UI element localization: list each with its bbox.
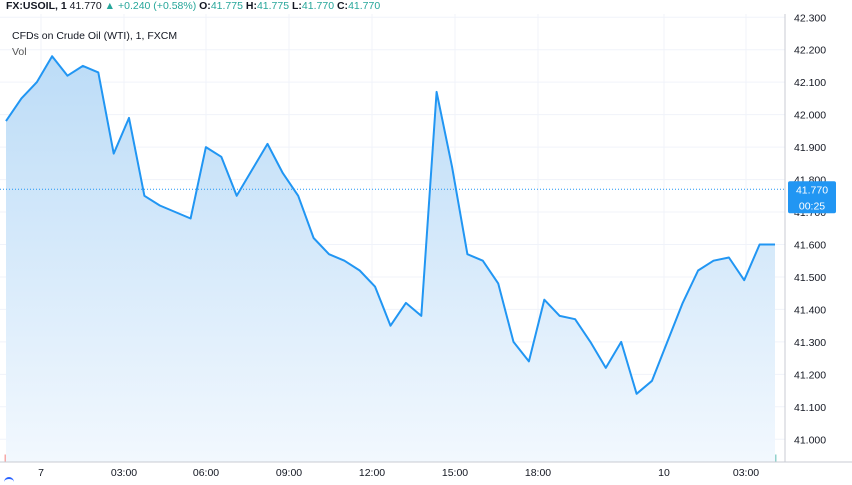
price-tick-label: 41.500	[794, 272, 826, 284]
price-chart[interactable]: 42.30042.20042.10042.00041.90041.80041.7…	[0, 14, 852, 477]
price-tick-label: 41.200	[794, 369, 826, 381]
time-tick-label: 09:00	[276, 467, 302, 477]
chart-legend-title: CFDs on Crude Oil (WTI), 1, FXCM	[12, 30, 178, 42]
price-line	[5, 55, 775, 395]
last-price: 41.770	[69, 0, 102, 12]
price-tick-label: 42.300	[794, 14, 826, 24]
price-tick-label: 42.100	[794, 77, 826, 89]
up-arrow-icon: ▲	[104, 0, 116, 12]
price-tick-label: 41.000	[794, 434, 826, 446]
time-tick-label: 06:00	[193, 467, 219, 477]
price-tick-label: 41.900	[794, 142, 826, 154]
price-axis[interactable]: 42.30042.20042.10042.00041.90041.80041.7…	[794, 14, 826, 446]
price-tick-label: 41.300	[794, 337, 826, 349]
price-tick-label: 41.100	[794, 402, 826, 414]
close-value: 41.770	[348, 0, 381, 12]
time-tick-label: 15:00	[442, 467, 468, 477]
close-label: C:	[336, 0, 349, 12]
symbol-name: FX:USOIL, 1	[6, 0, 67, 12]
time-tick-label: 10	[658, 467, 670, 477]
price-tick-label: 41.400	[794, 304, 826, 316]
time-axis[interactable]: 7 03:00 06:00 09:00 12:00 15:00 18:00 10 03:00	[38, 467, 759, 477]
price-tag: 41.770 00:25	[788, 181, 836, 214]
time-tick-label: 12:00	[359, 467, 385, 477]
time-tick-label: 18:00	[525, 467, 551, 477]
time-tick-label: 03:00	[111, 467, 137, 477]
price-tag-value: 41.770	[796, 184, 828, 196]
scroll-indicator-icon	[4, 477, 14, 485]
price-tick-label: 42.000	[794, 110, 826, 122]
high-label: H:	[245, 0, 257, 12]
price-tick-label: 42.200	[794, 45, 826, 57]
low-value: 41.770	[301, 0, 335, 12]
price-change: +0.240 (+0.58%)	[117, 0, 197, 12]
price-tick-label: 41.600	[794, 239, 826, 251]
symbol-header: FX:USOIL, 1 41.770 ▲ +0.240 (+0.58%) O:4…	[6, 0, 380, 14]
time-tick-label: 7	[38, 467, 44, 477]
open-value: 41.775	[210, 0, 243, 12]
price-area	[6, 56, 775, 462]
high-value: 41.775	[256, 0, 290, 12]
volume-legend: Vol	[12, 46, 27, 58]
time-tick-label: 03:00	[733, 467, 759, 477]
low-label: L:	[292, 0, 302, 12]
open-label: O:	[199, 0, 211, 12]
price-tag-countdown: 00:25	[799, 200, 825, 212]
